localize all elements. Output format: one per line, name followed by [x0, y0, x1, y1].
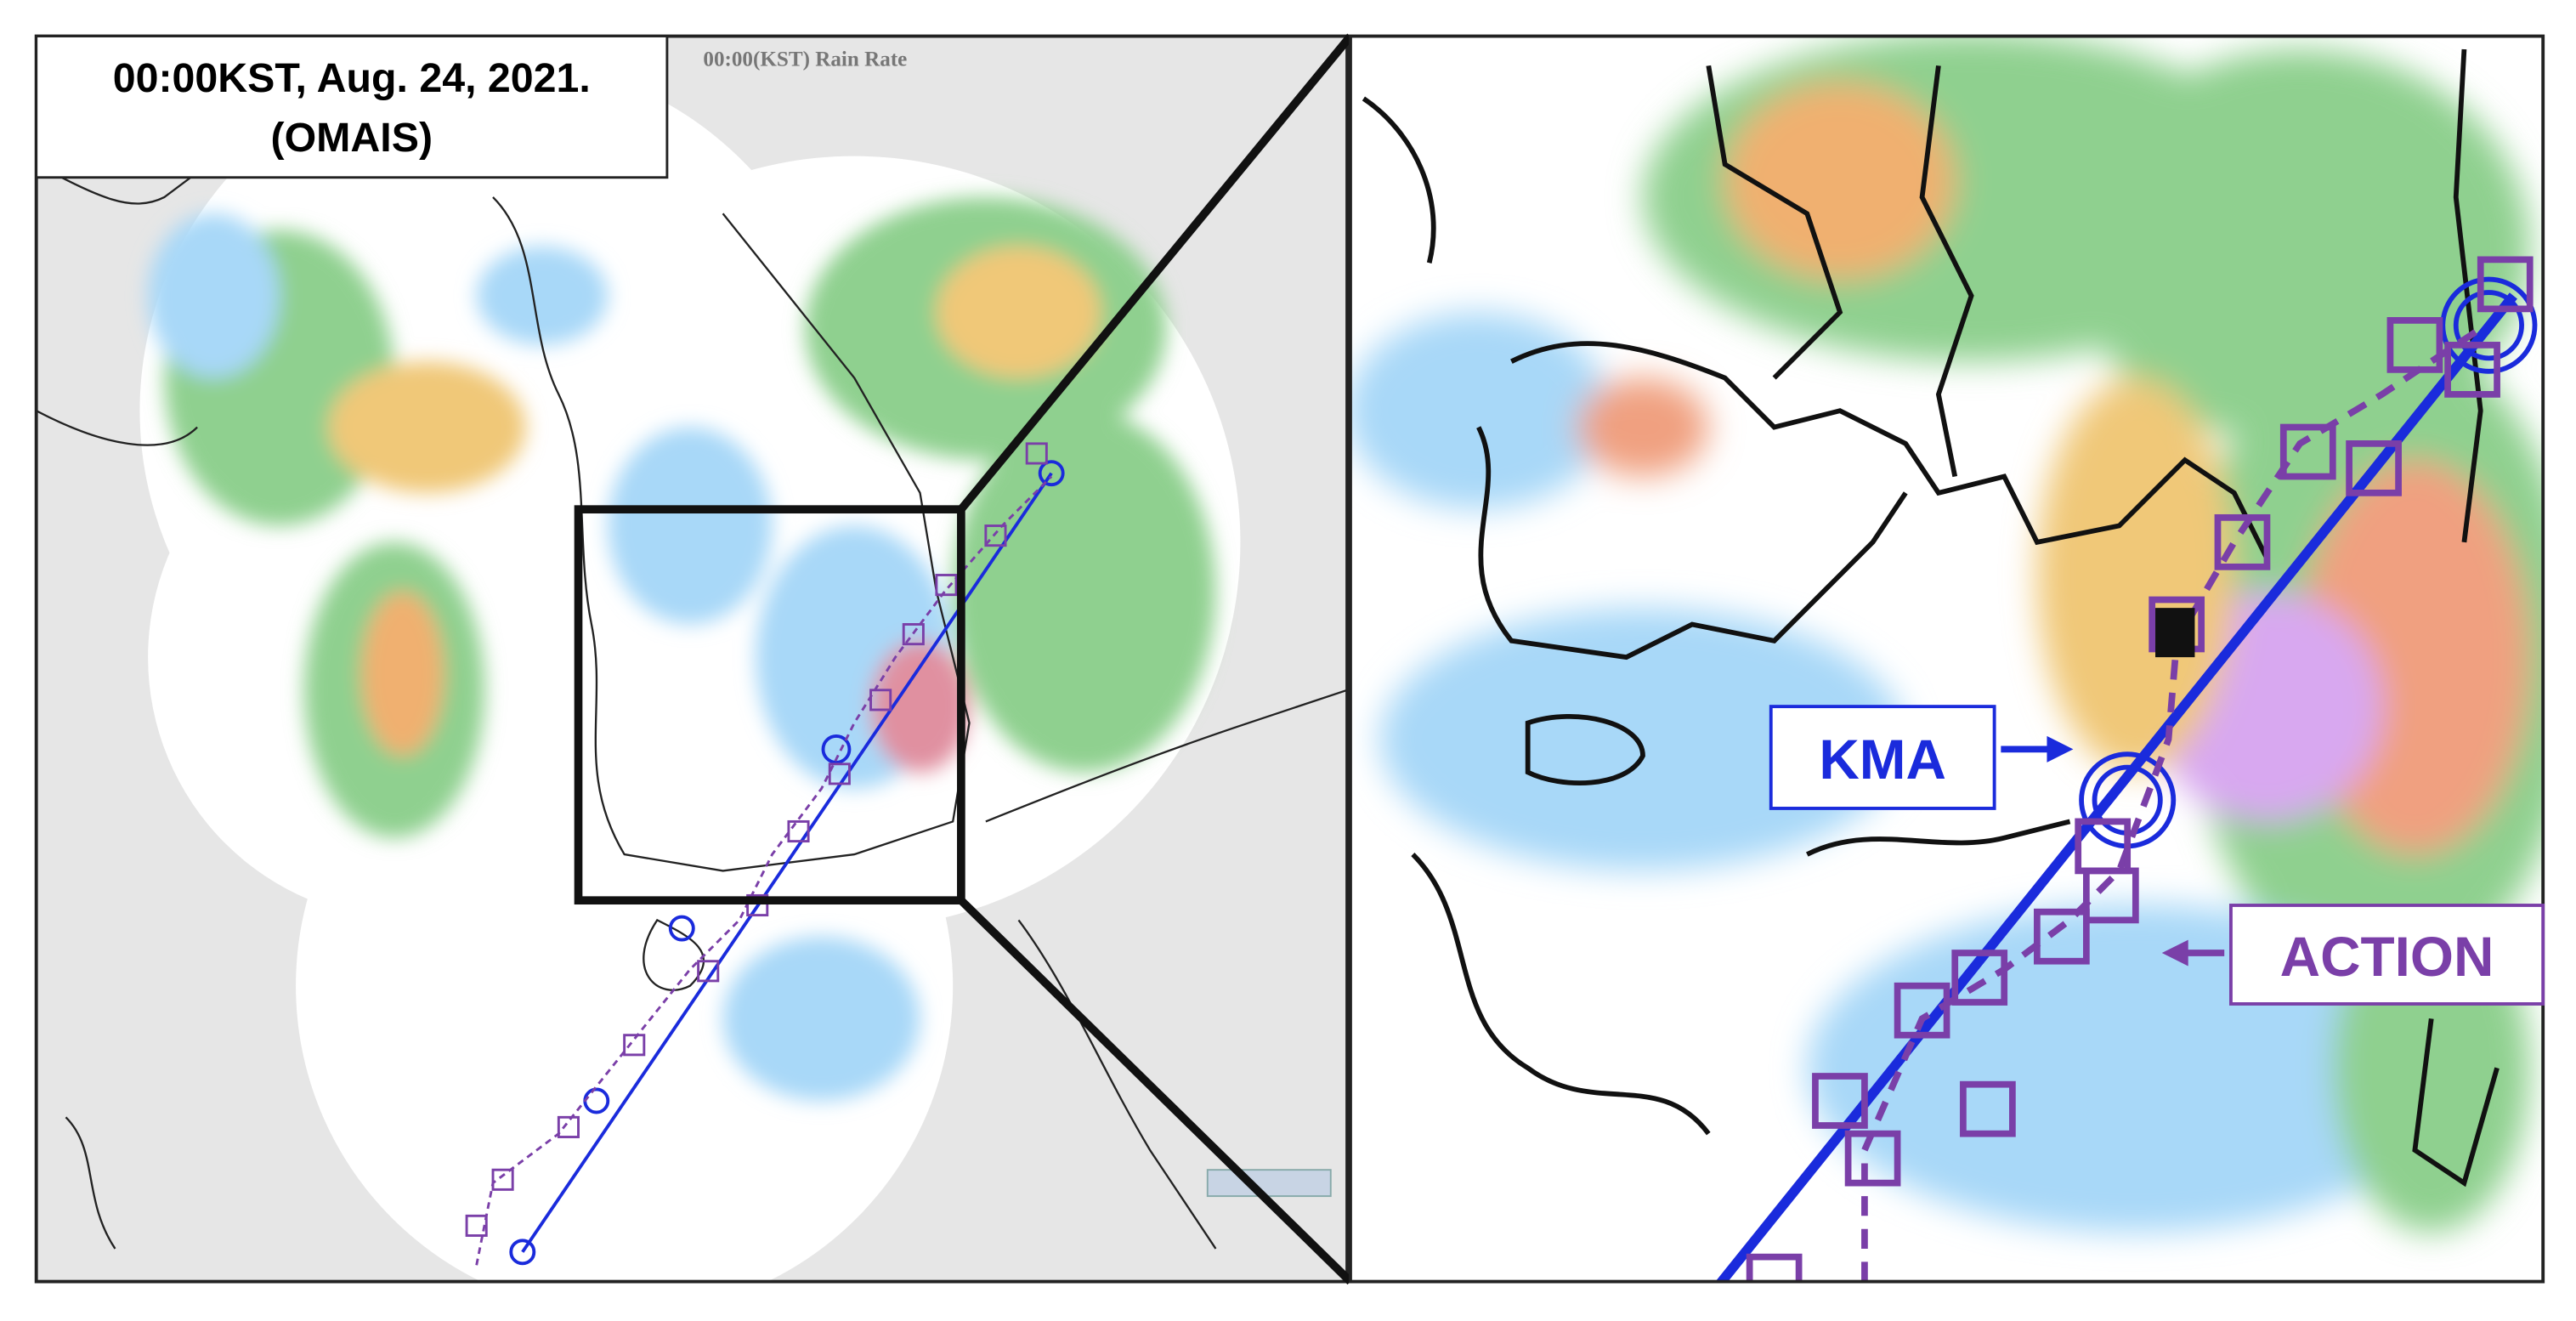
kma-label-box — [1769, 705, 1996, 810]
action-arrowhead — [2161, 939, 2188, 967]
scale-bar — [1206, 1169, 1332, 1198]
zoom-connector — [958, 897, 1354, 1285]
zoom-box — [574, 505, 965, 905]
right-frame — [1349, 34, 2545, 1284]
action-marker — [2155, 608, 2195, 658]
action-label-box — [2229, 904, 2545, 1006]
zoom-connector — [958, 33, 1354, 513]
zoom-boundaries — [1362, 48, 2500, 1188]
kma-label: KMA — [1819, 729, 1946, 791]
rain-echoes — [148, 196, 1216, 1101]
map-caption: 00:00(KST) Rain Rate — [703, 48, 907, 71]
title-line2: (OMAIS) — [271, 115, 433, 161]
kma-arrowhead — [2047, 735, 2074, 763]
left-frame — [34, 34, 1350, 1284]
overview-map: 00:00(KST) Rain Rate — [36, 36, 1348, 1282]
title-box — [35, 35, 669, 179]
zoom-map — [1350, 36, 2544, 1282]
action-label: ACTION — [2280, 926, 2494, 988]
coastlines — [36, 147, 1348, 1250]
zoom-action-track — [1746, 256, 2534, 1282]
title-line1: 00:00KST, Aug. 24, 2021. — [113, 55, 591, 101]
action-track — [465, 442, 1053, 1266]
